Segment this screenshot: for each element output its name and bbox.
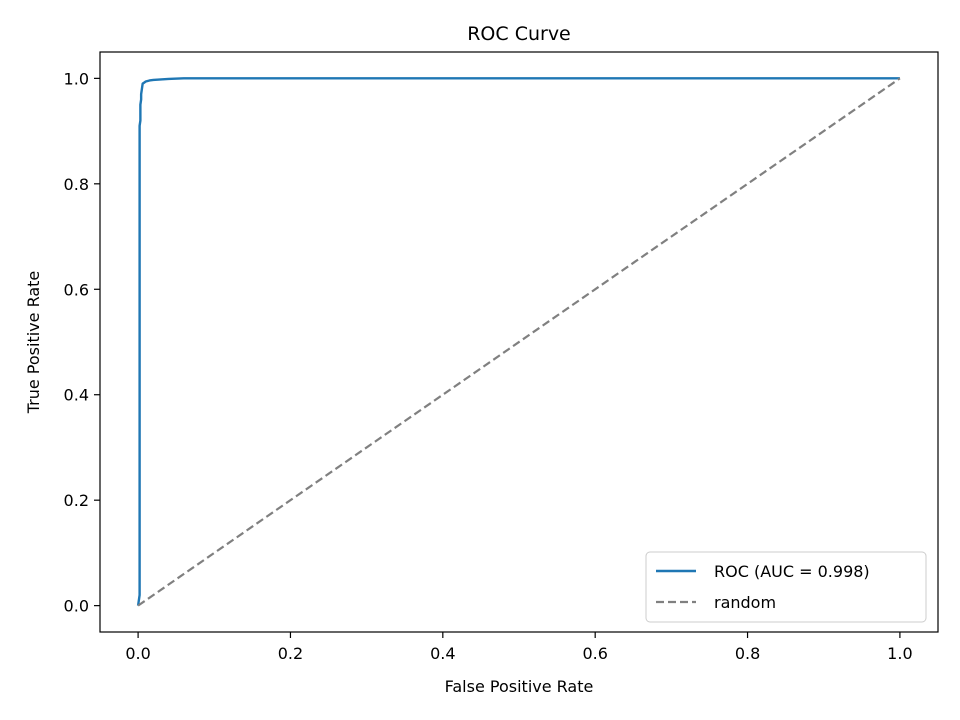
y-tick-label: 0.4 [64,386,89,405]
x-axis-label: False Positive Rate [445,677,594,696]
y-tick-label: 0.0 [64,597,89,616]
x-tick-label: 0.0 [125,644,150,663]
chart-title: ROC Curve [467,23,571,45]
series-line-1 [136,77,900,606]
y-tick-label: 1.0 [64,69,89,88]
x-tick-label: 0.8 [735,644,760,663]
axis-ticks: 0.0 0.2 0.4 0.6 0.8 1.0 0.0 0.2 0.4 0.6 0.8 1.0 [64,69,913,663]
y-tick-label: 0.2 [64,491,89,510]
x-tick-label: 0.6 [582,644,607,663]
x-tick-label: 1.0 [887,644,912,663]
y-axis-label: True Positive Rate [24,271,43,415]
x-tick-label: 0.2 [278,644,303,663]
y-tick-label: 0.6 [64,280,89,299]
legend-label-2: random [714,593,776,612]
y-tick-label: 0.8 [64,175,89,194]
legend-label-1: ROC (AUC = 0.998) [714,562,870,581]
x-tick-label: 0.4 [430,644,455,663]
series-line-2 [137,77,901,607]
axes-frame [99,51,939,633]
legend: ROC (AUC = 0.998) random [645,551,927,623]
plot-area [99,51,939,633]
legend-box [645,551,927,623]
